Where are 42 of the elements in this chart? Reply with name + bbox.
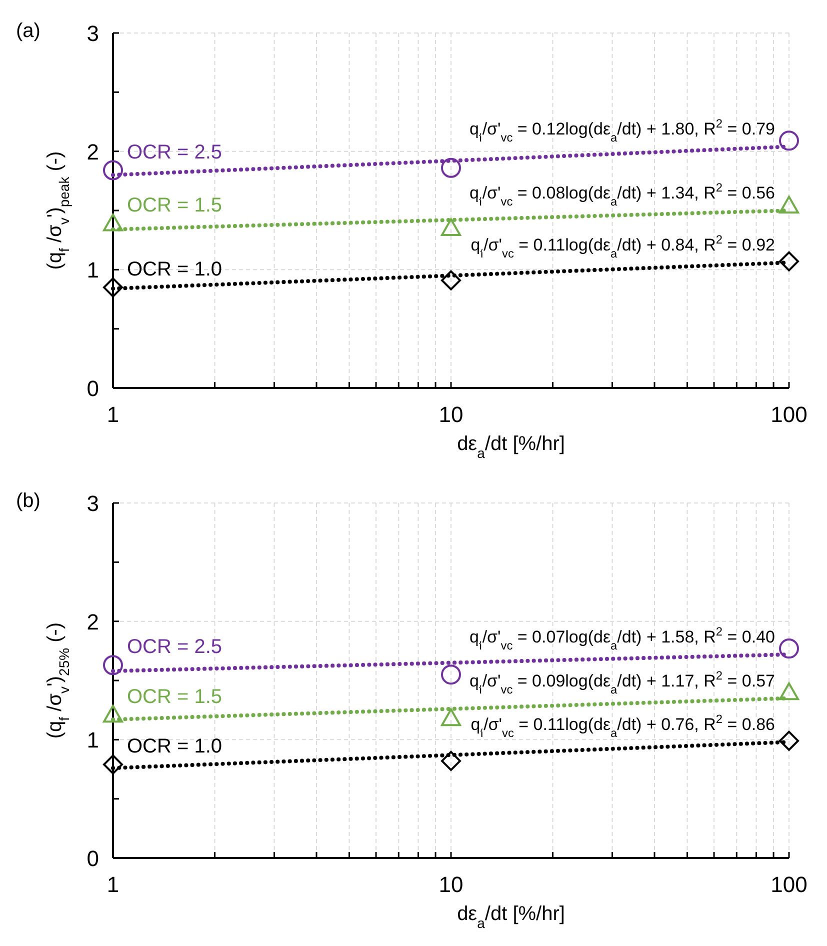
y-tick-label: 0 — [86, 846, 99, 871]
point — [441, 158, 461, 178]
point — [441, 708, 461, 726]
series-label: OCR = 1.5 — [127, 686, 222, 708]
x-axis-title: dε$_{a}$/dt [%/hr] — [457, 433, 565, 461]
point — [103, 704, 123, 723]
series-label: OCR = 2.5 — [127, 636, 222, 658]
point — [103, 655, 123, 676]
x-tick-label: 1 — [106, 402, 120, 427]
series-label: OCR = 1.5 — [127, 194, 222, 217]
x-tick-label: 10 — [438, 872, 464, 897]
y-tick-label: 1 — [86, 728, 99, 753]
point — [779, 130, 799, 151]
series-label: OCR = 1.0 — [127, 736, 222, 758]
y-tick-label: 3 — [86, 491, 99, 516]
point — [779, 730, 799, 751]
point — [103, 160, 123, 180]
point — [779, 682, 799, 700]
x-tick-label: 10 — [438, 402, 464, 427]
chart-title: (b) — [16, 490, 40, 512]
point — [779, 251, 799, 272]
point — [441, 270, 461, 290]
x-tick-label: 100 — [770, 402, 808, 427]
point — [103, 754, 123, 775]
point — [779, 638, 799, 659]
point — [779, 196, 799, 214]
point — [103, 214, 123, 232]
y-tick-label: 1 — [86, 258, 99, 283]
y-tick-label: 2 — [86, 139, 99, 164]
x-tick-label: 100 — [770, 872, 808, 897]
point — [103, 277, 123, 298]
series-label: OCR = 2.5 — [127, 141, 222, 164]
point — [441, 750, 461, 771]
series-label: OCR = 1.0 — [127, 258, 222, 280]
x-tick-label: 1 — [106, 872, 120, 897]
y-tick-label: 2 — [86, 609, 99, 634]
x-axis-title: dε$_{a}$/dt [%/hr] — [457, 903, 565, 931]
y-tick-label: 3 — [86, 21, 99, 46]
y-tick-label: 0 — [86, 376, 99, 401]
point — [441, 218, 461, 236]
point — [441, 664, 461, 685]
chart-title: (a) — [16, 20, 40, 42]
